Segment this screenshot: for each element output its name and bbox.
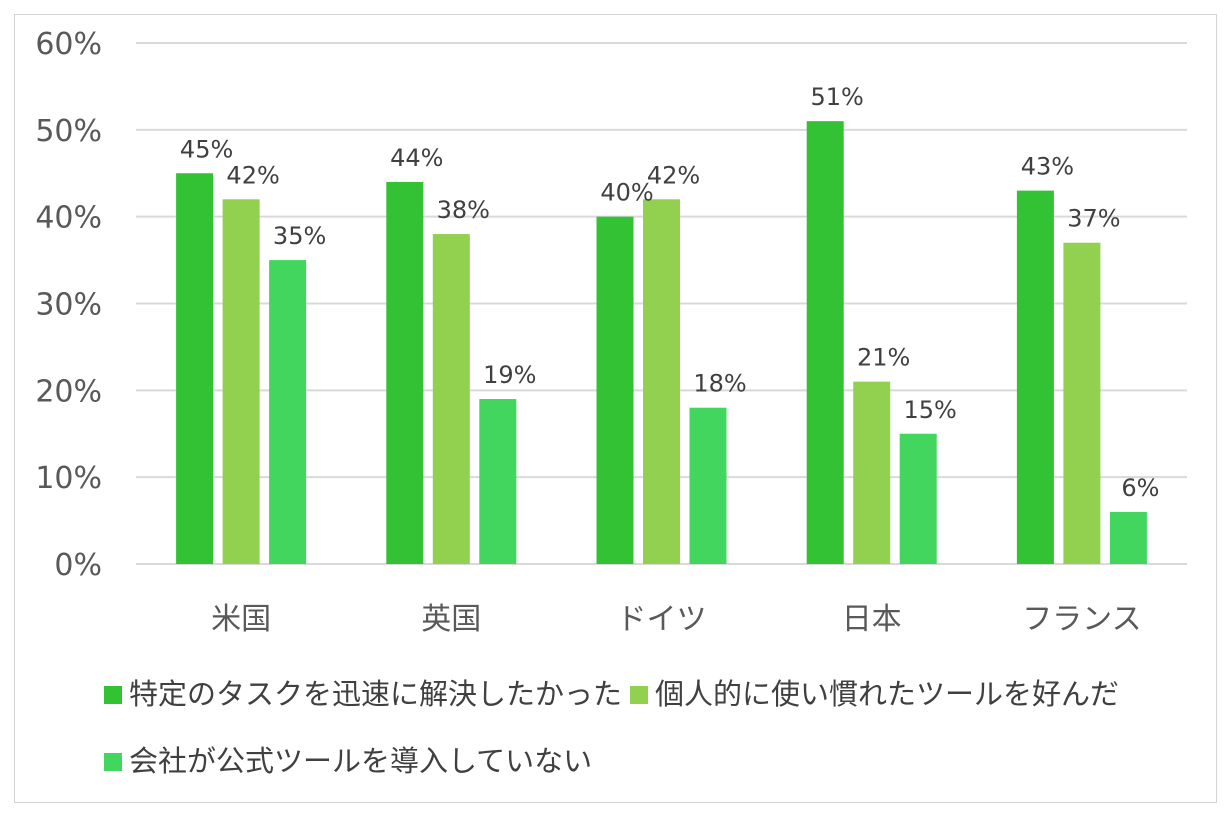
legend: 特定のタスクを迅速に解決したかった 個人的に使い慣れたツールを好んだ会社が公式ツー… bbox=[104, 677, 1119, 778]
bar bbox=[899, 433, 937, 564]
y-tick-label: 10% bbox=[35, 461, 102, 496]
data-label: 43% bbox=[1021, 153, 1074, 181]
y-tick-label: 40% bbox=[35, 201, 102, 236]
y-tick-label: 30% bbox=[35, 288, 102, 323]
data-label: 6% bbox=[1121, 474, 1159, 502]
legend-swatch bbox=[104, 753, 122, 771]
bar bbox=[806, 121, 844, 565]
data-label: 18% bbox=[693, 370, 746, 398]
legend-swatch bbox=[630, 686, 648, 704]
bar bbox=[479, 399, 517, 564]
bar bbox=[689, 407, 727, 564]
data-label: 35% bbox=[273, 222, 326, 250]
data-label: 38% bbox=[437, 196, 490, 224]
legend-swatch bbox=[104, 686, 122, 704]
data-label: 19% bbox=[483, 361, 536, 389]
y-tick-label: 20% bbox=[35, 374, 102, 409]
bar bbox=[1016, 190, 1054, 564]
x-tick-label: 米国 bbox=[211, 602, 271, 637]
data-label: 44% bbox=[390, 144, 443, 172]
bars bbox=[176, 121, 1147, 565]
data-labels: 45%42%35%44%38%19%40%42%18%51%21%15%43%3… bbox=[180, 83, 1160, 502]
data-label: 21% bbox=[857, 344, 910, 372]
bar bbox=[176, 173, 214, 564]
bar bbox=[1109, 511, 1147, 564]
data-label: 40% bbox=[600, 179, 653, 207]
data-label: 42% bbox=[226, 161, 279, 189]
legend-label: 会社が公式ツールを導入していない bbox=[129, 744, 592, 778]
x-tick-label: 英国 bbox=[421, 602, 481, 637]
data-label: 45% bbox=[180, 135, 233, 163]
x-tick-label: フランス bbox=[1022, 602, 1141, 637]
bar bbox=[386, 181, 424, 564]
data-label: 42% bbox=[647, 161, 700, 189]
data-label: 51% bbox=[811, 83, 864, 111]
bar bbox=[432, 234, 470, 565]
data-label: 15% bbox=[904, 396, 957, 424]
legend-label: 個人的に使い慣れたツールを好んだ bbox=[655, 677, 1119, 711]
x-tick-label: 日本 bbox=[842, 602, 902, 637]
y-tick-label: 60% bbox=[35, 27, 102, 62]
x-tick-label: ドイツ bbox=[617, 602, 707, 637]
x-axis-ticks: 米国 英国 ドイツ 日本 フランス bbox=[211, 602, 1142, 637]
y-axis-ticks: 0% 10% 20% 30% 40% 50% 60% bbox=[35, 27, 102, 583]
bar bbox=[1063, 242, 1101, 564]
bar bbox=[853, 381, 891, 564]
bar bbox=[596, 216, 634, 564]
legend-label: 特定のタスクを迅速に解決したかった bbox=[129, 677, 622, 711]
bar bbox=[643, 199, 680, 565]
bar bbox=[269, 260, 307, 564]
bar bbox=[222, 199, 260, 565]
y-tick-label: 0% bbox=[54, 548, 102, 583]
y-tick-label: 50% bbox=[35, 114, 102, 149]
data-label: 37% bbox=[1067, 205, 1120, 233]
